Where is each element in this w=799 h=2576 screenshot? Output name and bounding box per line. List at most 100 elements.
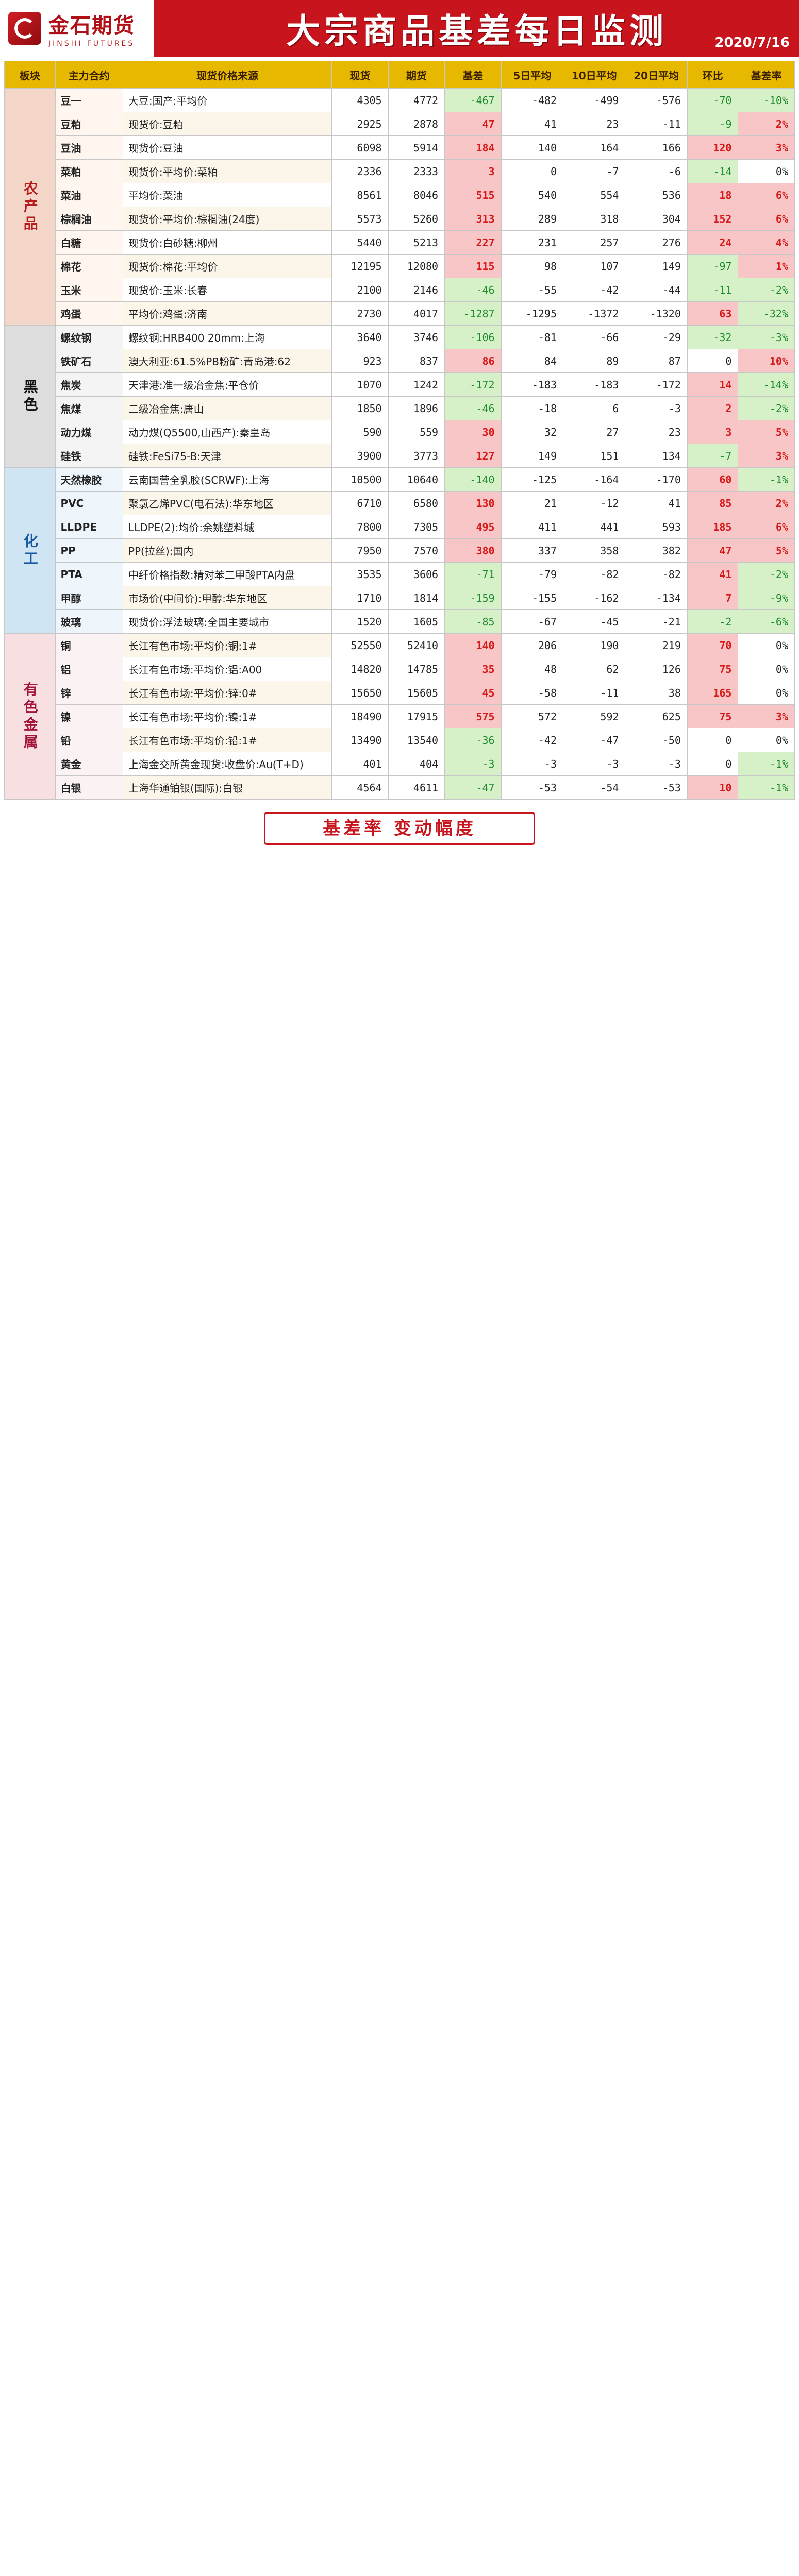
basis-rate: -1% xyxy=(738,775,795,800)
basis-rate: -14% xyxy=(738,372,795,397)
avg-20d: 23 xyxy=(625,420,688,444)
basis-value: 47 xyxy=(444,112,502,136)
avg-5d: -81 xyxy=(501,325,564,349)
column-header: 20日平均 xyxy=(625,61,688,89)
avg-10d: -47 xyxy=(563,728,626,752)
basis-table: 板块 主力合约 现货价格来源 现货 期货 基差 5日平均 10日平均 20日平均… xyxy=(4,61,795,800)
spot-source: PP(拉丝):国内 xyxy=(122,538,332,563)
avg-10d: 257 xyxy=(563,230,626,255)
table-row: 豆油 现货价:豆油 6098 5914 184 140 164 166 120 3% xyxy=(5,135,795,160)
avg-20d: 276 xyxy=(625,230,688,255)
avg-20d: -44 xyxy=(625,278,688,302)
futures-price: 404 xyxy=(388,752,445,776)
avg-20d: 304 xyxy=(625,207,688,231)
brand: 金石期货 JINSHI FUTURES xyxy=(0,0,155,57)
avg-5d: 206 xyxy=(501,633,564,657)
avg-10d: 164 xyxy=(563,135,626,160)
page: 金石期货 JINSHI FUTURES 大宗商品基差每日监测 2020/7/16 xyxy=(0,0,799,845)
avg-5d: -79 xyxy=(501,562,564,586)
avg-10d: 441 xyxy=(563,515,626,539)
avg-20d: 593 xyxy=(625,515,688,539)
avg-10d: -12 xyxy=(563,491,626,515)
table-row: 黄金 上海金交所黄金现货:收盘价:Au(T+D) 401 404 -3 -3 -3 -3 0 -1… xyxy=(5,752,795,776)
contract-name: 硅铁 xyxy=(55,444,123,468)
futures-price: 15605 xyxy=(388,681,445,705)
basis-rate: 1% xyxy=(738,254,795,278)
avg-10d: -45 xyxy=(563,609,626,634)
spot-price: 13490 xyxy=(331,728,389,752)
change-value: 0 xyxy=(687,349,739,373)
basis-value: -467 xyxy=(444,88,502,112)
change-value: -11 xyxy=(687,278,739,302)
section-title: 基差率 变动幅度 xyxy=(264,812,535,845)
sector-label: 农产品 xyxy=(4,88,56,326)
futures-price: 1242 xyxy=(388,372,445,397)
futures-price: 3773 xyxy=(388,444,445,468)
spot-price: 4305 xyxy=(331,88,389,112)
brand-text: 金石期货 JINSHI FUTURES xyxy=(48,9,135,48)
avg-5d: -1295 xyxy=(501,301,564,326)
avg-10d: -7 xyxy=(563,159,626,183)
spot-source: 现货价:豆粕 xyxy=(122,112,332,136)
basis-rate: -10% xyxy=(738,88,795,112)
basis-value: 227 xyxy=(444,230,502,255)
contract-name: 黄金 xyxy=(55,752,123,776)
spot-price: 1850 xyxy=(331,396,389,420)
spot-price: 590 xyxy=(331,420,389,444)
change-value: -14 xyxy=(687,159,739,183)
basis-value: -172 xyxy=(444,372,502,397)
contract-name: 天然橡胶 xyxy=(55,467,123,492)
table-row: 焦煤 二级冶金焦:唐山 1850 1896 -46 -18 6 -3 2 -2% xyxy=(5,396,795,420)
futures-price: 4772 xyxy=(388,88,445,112)
avg-10d: 89 xyxy=(563,349,626,373)
change-value: 152 xyxy=(687,207,739,231)
company-logo xyxy=(8,12,41,45)
contract-name: PVC xyxy=(55,491,123,515)
change-value: 0 xyxy=(687,752,739,776)
table-row: 菜粕 现货价:平均价:菜粕 2336 2333 3 0 -7 -6 -14 0% xyxy=(5,159,795,183)
change-value: 75 xyxy=(687,657,739,681)
contract-name: 菜油 xyxy=(55,183,123,207)
avg-10d: 23 xyxy=(563,112,626,136)
column-header: 现货 xyxy=(331,61,389,89)
change-value: 3 xyxy=(687,420,739,444)
avg-10d: 6 xyxy=(563,396,626,420)
contract-name: 铁矿石 xyxy=(55,349,123,373)
table-row: 豆粕 现货价:豆粕 2925 2878 47 41 23 -11 -9 2% xyxy=(5,112,795,136)
basis-value: 184 xyxy=(444,135,502,160)
spot-price: 52550 xyxy=(331,633,389,657)
spot-source: 二级冶金焦:唐山 xyxy=(122,396,332,420)
contract-name: PP xyxy=(55,538,123,563)
basis-value: 86 xyxy=(444,349,502,373)
basis-value: 313 xyxy=(444,207,502,231)
basis-value: -106 xyxy=(444,325,502,349)
table-row: 镍长江有色市场:平均价:镍:1# 18490 17915 575 572 592 625 75… xyxy=(5,704,795,728)
spot-source: 现货价:玉米:长春 xyxy=(122,278,332,302)
page-title: 大宗商品基差每日监测 xyxy=(286,11,668,51)
table-row: 锌长江有色市场:平均价:锌:0# 15650 15605 45 -58 -11 38 165 0… xyxy=(5,681,795,705)
basis-value: 130 xyxy=(444,491,502,515)
spot-source: 长江有色市场:平均价:镍:1# xyxy=(122,704,332,728)
avg-5d: -42 xyxy=(501,728,564,752)
spot-price: 5573 xyxy=(331,207,389,231)
spot-price: 1520 xyxy=(331,609,389,634)
avg-5d: -55 xyxy=(501,278,564,302)
basis-rate: 4% xyxy=(738,230,795,255)
change-value: -32 xyxy=(687,325,739,349)
avg-10d: -82 xyxy=(563,562,626,586)
column-header: 主力合约 xyxy=(55,61,123,89)
spot-price: 7800 xyxy=(331,515,389,539)
brand-name-cn: 金石期货 xyxy=(48,13,135,38)
table-row: 玻璃 现货价:浮法玻璃:全国主要城市 1520 1605 -85 -67 -45 -21 -2-… xyxy=(5,609,795,634)
change-value: -7 xyxy=(687,444,739,468)
table-row: 棉花 现货价:棉花:平均价 12195 12080 115 98 107 149 -97 1% xyxy=(5,254,795,278)
spot-price: 12195 xyxy=(331,254,389,278)
avg-20d: -172 xyxy=(625,372,688,397)
futures-price: 837 xyxy=(388,349,445,373)
futures-price: 14785 xyxy=(388,657,445,681)
avg-5d: 289 xyxy=(501,207,564,231)
basis-rate: 6% xyxy=(738,515,795,539)
contract-name: 镍 xyxy=(55,704,123,728)
basis-rate: -1% xyxy=(738,752,795,776)
spot-price: 3640 xyxy=(331,325,389,349)
